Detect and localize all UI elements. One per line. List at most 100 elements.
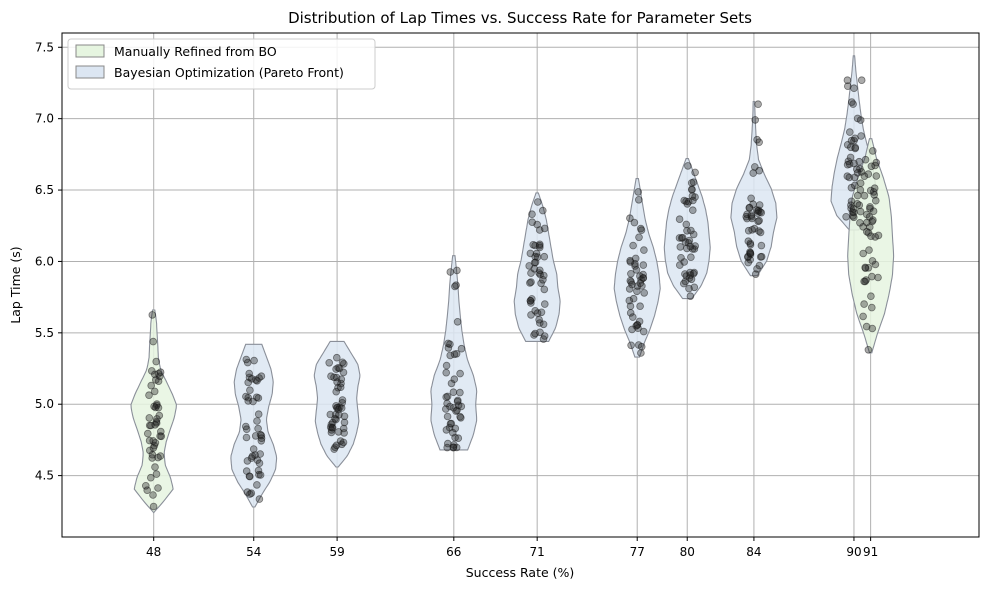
data-point (256, 471, 265, 479)
data-point (154, 453, 162, 462)
data-point (637, 342, 646, 351)
data-point (689, 196, 697, 205)
data-point (338, 396, 347, 404)
data-point (152, 357, 161, 366)
data-point (637, 349, 645, 357)
data-point (450, 350, 459, 359)
data-point (688, 206, 697, 215)
data-point (678, 233, 687, 242)
data-point (689, 230, 698, 239)
data-point (871, 161, 879, 170)
x-tick-label: 71 (530, 545, 545, 559)
plot-frame (61, 32, 980, 538)
data-point (540, 224, 549, 233)
data-point (447, 379, 456, 388)
data-point (687, 226, 695, 235)
x-tick-label: 80 (680, 545, 695, 559)
data-point (332, 387, 341, 396)
data-point (144, 429, 152, 438)
data-point (443, 443, 452, 452)
data-point (640, 246, 648, 254)
data-point (325, 358, 334, 367)
data-point (340, 412, 349, 421)
data-point (845, 128, 854, 136)
data-point (634, 188, 642, 196)
data-point (843, 160, 852, 169)
data-point (862, 322, 871, 331)
data-point (856, 179, 865, 188)
data-point (442, 361, 451, 370)
data-point (539, 275, 547, 284)
legend-label-bayesian: Bayesian Optimization (Pareto Front) (114, 65, 344, 80)
data-point (685, 284, 693, 293)
data-point (683, 200, 692, 208)
x-tick-label: 48 (146, 545, 161, 559)
data-point (443, 412, 452, 421)
data-point (847, 183, 856, 192)
data-point (856, 207, 865, 216)
data-point (860, 277, 868, 286)
data-point (849, 212, 857, 220)
data-point (686, 242, 695, 251)
data-point (853, 169, 862, 177)
data-point (148, 311, 157, 319)
data-point (254, 394, 263, 402)
data-point (628, 325, 636, 334)
data-point (640, 289, 648, 297)
data-point (533, 198, 542, 206)
data-point (868, 147, 877, 155)
legend-label-manual: Manually Refined from BO (114, 44, 277, 59)
data-point (148, 454, 157, 462)
data-point (632, 266, 641, 274)
data-point (446, 402, 454, 411)
data-point (332, 441, 341, 450)
data-point (859, 249, 867, 258)
data-point (446, 351, 455, 360)
data-point (149, 337, 158, 346)
y-tick-label: 5.5 (35, 326, 54, 340)
data-point (686, 292, 695, 301)
data-point (328, 418, 337, 427)
data-point (150, 387, 159, 396)
data-point (335, 364, 344, 373)
data-point (626, 214, 634, 223)
data-point (151, 463, 159, 471)
data-point (684, 239, 693, 247)
data-point (682, 220, 691, 229)
data-point (747, 211, 755, 219)
data-point (456, 369, 464, 378)
data-point (442, 426, 451, 434)
data-point (151, 370, 159, 379)
y-tick-label: 7.5 (35, 40, 54, 54)
data-point (691, 168, 699, 177)
data-point (444, 339, 452, 348)
data-point (636, 302, 644, 311)
data-point (861, 263, 869, 272)
data-point (628, 313, 637, 321)
data-point (864, 170, 873, 178)
data-point (867, 303, 876, 312)
data-point (850, 84, 858, 92)
data-point (449, 388, 458, 397)
data-point (450, 375, 459, 384)
y-tick-label: 6.0 (35, 254, 54, 268)
data-point (860, 172, 869, 181)
data-point (687, 179, 696, 187)
data-point (151, 420, 159, 429)
data-point (639, 327, 648, 336)
data-point (859, 312, 867, 321)
violin-84 (730, 100, 778, 277)
data-point (528, 210, 536, 219)
data-point (340, 418, 349, 427)
data-point (332, 353, 341, 362)
legend-swatch-bayesian (75, 65, 105, 79)
data-point (253, 417, 261, 425)
violin-66 (430, 255, 478, 451)
data-point (452, 407, 460, 415)
data-point (147, 381, 156, 390)
data-point (630, 218, 639, 227)
data-point (626, 276, 635, 285)
data-point (540, 285, 549, 294)
data-point (243, 457, 252, 465)
data-point (250, 356, 258, 365)
